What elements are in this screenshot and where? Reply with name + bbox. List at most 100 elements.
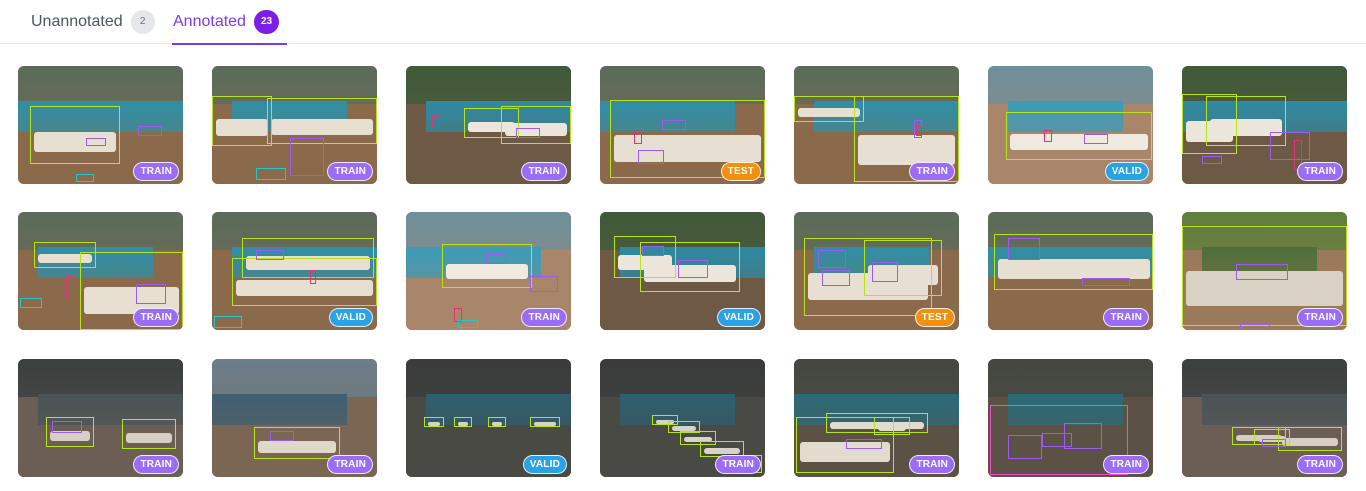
split-badge-train: TRAIN: [133, 308, 179, 327]
bounding-box-lounger: [874, 417, 910, 435]
background: [1182, 66, 1347, 104]
bounding-box-lounger: [46, 417, 94, 447]
bounding-box-lounger: [994, 234, 1153, 290]
lounger-shape: [446, 263, 528, 280]
bounding-box-towel: [290, 138, 324, 176]
bounding-box-lounger: [826, 413, 928, 433]
bounding-box-lounger: [254, 427, 340, 459]
pool-area: [1008, 101, 1123, 133]
background: [1182, 359, 1347, 397]
split-badge-valid: VALID: [522, 455, 567, 474]
image-thumbnail[interactable]: TRAIN: [1182, 66, 1347, 184]
split-badge-train: TRAIN: [1297, 455, 1343, 474]
image-thumbnail[interactable]: TRAIN: [1182, 359, 1347, 477]
image-thumbnail[interactable]: TRAIN: [1182, 212, 1347, 330]
image-thumbnail[interactable]: TRAIN: [794, 359, 959, 477]
pool-area: [794, 394, 959, 426]
image-thumbnail[interactable]: TEST: [794, 212, 959, 330]
image-thumbnail[interactable]: TEST: [600, 66, 765, 184]
lounger-shape: [1282, 437, 1338, 447]
bounding-box-lounger: [34, 242, 96, 268]
background: [1182, 212, 1347, 250]
bounding-box-towel: [642, 246, 664, 256]
bounding-box-lounger: [640, 242, 740, 292]
background: [212, 66, 377, 104]
image-thumbnail[interactable]: TRAIN: [212, 66, 377, 184]
bounding-box-lounger: [232, 258, 377, 306]
lounger-shape: [271, 118, 373, 135]
image-thumbnail[interactable]: VALID: [988, 66, 1153, 184]
bounding-box-sunglasses: [76, 174, 94, 182]
thumbnail-image: [212, 359, 377, 477]
bounding-box-towel: [486, 254, 506, 264]
bounding-box-bottle: [1044, 130, 1052, 142]
tab-annotated-count-badge: 23: [253, 9, 280, 34]
background: [212, 359, 377, 397]
background: [988, 359, 1153, 397]
background: [18, 359, 183, 397]
bounding-box-lounger: [501, 106, 571, 144]
image-thumbnail[interactable]: VALID: [600, 212, 765, 330]
bounding-box-sunglasses: [214, 316, 242, 328]
tab-unannotated-label: Unannotated: [31, 12, 123, 30]
lounger-shape: [868, 265, 938, 285]
background: [988, 212, 1153, 250]
bounding-box-bottle: [310, 270, 316, 284]
background: [600, 212, 765, 250]
pool-area: [1008, 394, 1123, 426]
bounding-box-lounger: [454, 417, 472, 427]
thumbnail-image: [794, 212, 959, 330]
bounding-box-towel: [136, 284, 166, 304]
bounding-box-lounger: [488, 417, 506, 427]
lounger-shape: [1210, 118, 1282, 136]
thumbnail-image: [600, 212, 765, 330]
bounding-box-towel: [822, 270, 850, 286]
image-thumbnail[interactable]: TRAIN: [406, 212, 571, 330]
background: [18, 212, 183, 250]
bounding-box-lounger: [796, 417, 894, 473]
bounding-box-umbrella: [990, 405, 1128, 475]
lounger-shape: [492, 421, 502, 426]
lounger-shape: [858, 134, 955, 165]
image-thumbnail[interactable]: TRAIN: [988, 359, 1153, 477]
bounding-box-towel: [1064, 423, 1102, 449]
image-thumbnail[interactable]: TRAIN: [406, 66, 571, 184]
image-thumbnail[interactable]: VALID: [212, 212, 377, 330]
image-thumbnail[interactable]: TRAIN: [212, 359, 377, 477]
split-badge-valid: VALID: [328, 308, 373, 327]
lounger-shape: [998, 259, 1150, 279]
thumbnail-image: [406, 212, 571, 330]
image-thumbnail[interactable]: TRAIN: [794, 66, 959, 184]
bounding-box-bottle: [634, 132, 642, 144]
bounding-box-bottle: [66, 276, 74, 300]
image-thumbnail[interactable]: TRAIN: [600, 359, 765, 477]
bounding-box-lounger: [794, 96, 864, 122]
background: [988, 66, 1153, 104]
bounding-box-lounger: [864, 240, 942, 296]
bounding-box-lounger: [680, 431, 716, 445]
image-thumbnail[interactable]: TRAIN: [988, 212, 1153, 330]
image-thumbnail[interactable]: TRAIN: [18, 359, 183, 477]
bounding-box-towel: [1008, 435, 1042, 459]
background: [212, 212, 377, 250]
background: [18, 66, 183, 104]
tab-unannotated[interactable]: Unannotated 2: [31, 0, 155, 43]
tab-annotated[interactable]: Annotated 23: [171, 0, 288, 45]
image-thumbnail[interactable]: VALID: [406, 359, 571, 477]
image-thumbnail[interactable]: TRAIN: [18, 212, 183, 330]
split-badge-train: TRAIN: [1103, 308, 1149, 327]
bounding-box-towel: [256, 250, 284, 260]
bounding-box-lounger: [652, 415, 678, 425]
bounding-box-towel: [516, 128, 540, 138]
image-thumbnail[interactable]: TRAIN: [18, 66, 183, 184]
thumbnail-image: [406, 359, 571, 477]
split-badge-valid: VALID: [716, 308, 761, 327]
thumbnail-image: [212, 212, 377, 330]
lounger-shape: [684, 437, 712, 443]
bounding-box-lounger: [424, 417, 444, 427]
split-badge-test: TEST: [720, 162, 761, 181]
background: [600, 359, 765, 397]
bounding-box-lounger: [212, 96, 272, 146]
thumbnail-image: [1182, 212, 1347, 330]
lounger-shape: [704, 448, 740, 454]
